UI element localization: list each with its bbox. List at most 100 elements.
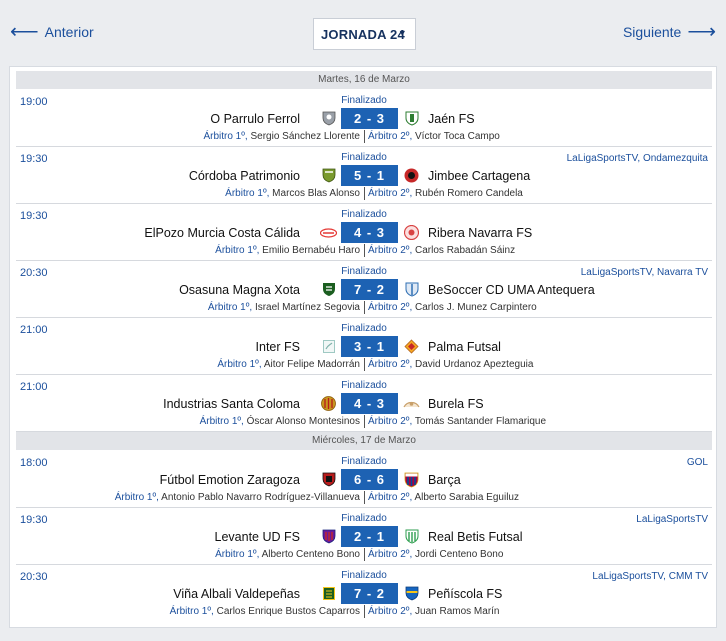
match-row[interactable]: 19:30 Finalizado ElPozo Murcia Costa Cál…	[16, 204, 712, 261]
home-team[interactable]: Fútbol Emotion Zaragoza	[159, 473, 300, 487]
referee-1: Israel Martínez Segovia	[254, 302, 360, 313]
match-row[interactable]: 19:30 Finalizado LaLigaSportsTV, Ondamez…	[16, 147, 712, 204]
arrow-left-icon: ⟵	[10, 21, 39, 43]
match-list: Martes, 16 de Marzo 19:00 Finalizado O P…	[9, 66, 717, 628]
referee-2-role: Árbitro 2º,	[368, 549, 413, 560]
match-time: 19:30	[20, 153, 48, 165]
referee-2-role: Árbitro 2º,	[368, 188, 413, 199]
shield-icon	[320, 167, 337, 184]
referee-2: Juan Ramos Marín	[415, 606, 500, 617]
match-tv: GOL	[686, 457, 708, 468]
match-status: Finalizado	[341, 152, 387, 163]
match-row[interactable]: 19:30 Finalizado LaLigaSportsTV Levante …	[16, 508, 712, 565]
previous-round-label: Anterior	[44, 24, 94, 40]
match-status: Finalizado	[341, 209, 387, 220]
home-team[interactable]: Levante UD FS	[214, 530, 300, 544]
referee-2: Víctor Toca Campo	[415, 131, 500, 142]
referee-1: Marcos Blas Alonso	[272, 188, 360, 199]
referee-1: Aitor Felipe Madorrán	[263, 359, 360, 370]
shield-icon	[403, 110, 420, 127]
referee-2-role: Árbitro 2º,	[368, 416, 413, 427]
match-time: 19:30	[20, 514, 48, 526]
previous-round-link[interactable]: ⟵ Anterior	[10, 21, 94, 43]
ball-icon	[403, 224, 420, 241]
match-time: 21:00	[20, 324, 48, 336]
away-team[interactable]: Peñíscola FS	[428, 587, 503, 601]
away-team[interactable]: Palma Futsal	[428, 340, 501, 354]
match-time: 20:30	[20, 571, 48, 583]
match-tv: LaLigaSportsTV, Navarra TV	[580, 267, 708, 278]
score-box[interactable]: 4 - 3	[341, 222, 398, 243]
shield-icon	[320, 471, 337, 488]
match-time: 21:00	[20, 381, 48, 393]
home-team[interactable]: Viña Albali Valdepeñas	[173, 587, 300, 601]
score-box[interactable]: 3 - 1	[341, 336, 398, 357]
home-team[interactable]: Industrias Santa Coloma	[163, 397, 300, 411]
away-team[interactable]: Barça	[428, 473, 461, 487]
divider	[364, 491, 365, 504]
referee-1-role: Árbitro 1º,	[225, 188, 270, 199]
round-navigation: ⟵ Anterior JORNADA 24 ▼ Siguiente ⟶	[0, 0, 726, 66]
match-status: Finalizado	[341, 266, 387, 277]
referee-2: Carlos Rabadán Sáinz	[415, 245, 516, 256]
referee-1: Óscar Alonso Montesinos	[246, 416, 360, 427]
score-box[interactable]: 4 - 3	[341, 393, 398, 414]
match-row[interactable]: 19:00 Finalizado O Parrulo Ferrol 2 - 3 …	[16, 90, 712, 147]
home-team[interactable]: O Parrulo Ferrol	[210, 112, 300, 126]
diamond-icon	[403, 338, 420, 355]
score-box[interactable]: 7 - 2	[341, 583, 398, 604]
match-tv: LaLigaSportsTV, CMM TV	[592, 571, 708, 582]
day-header: Martes, 16 de Marzo	[16, 71, 712, 89]
match-status: Finalizado	[341, 570, 387, 581]
next-round-link[interactable]: Siguiente ⟶	[623, 22, 716, 42]
caret-down-icon: ▼	[397, 28, 407, 38]
logo-icon	[320, 338, 337, 355]
round-select[interactable]: JORNADA 24 ▼	[313, 18, 416, 50]
referee-2-role: Árbitro 2º,	[368, 245, 413, 256]
referee-1: Antonio Pablo Navarro Rodríguez-Villanue…	[161, 492, 360, 503]
referee-1: Alberto Centeno Bono	[261, 549, 360, 560]
away-team[interactable]: BeSoccer CD UMA Antequera	[428, 283, 595, 297]
home-team[interactable]: Inter FS	[255, 340, 300, 354]
match-row[interactable]: 21:00 Finalizado Inter FS 3 - 1 Palma Fu…	[16, 318, 712, 375]
match-row[interactable]: 20:30 Finalizado LaLigaSportsTV, Navarra…	[16, 261, 712, 318]
referee-2: Carlos J. Munez Carpintero	[415, 302, 537, 313]
score-box[interactable]: 2 - 1	[341, 526, 398, 547]
referee-2: Alberto Sarabia Eguiluz	[414, 492, 519, 503]
divider	[364, 605, 365, 618]
away-team[interactable]: Jimbee Cartagena	[428, 169, 531, 183]
shield-icon	[320, 110, 337, 127]
match-status: Finalizado	[341, 456, 387, 467]
away-team[interactable]: Jaén FS	[428, 112, 475, 126]
match-row[interactable]: 18:00 Finalizado GOL Fútbol Emotion Zara…	[16, 451, 712, 508]
divider	[364, 548, 365, 561]
referee-1: Carlos Enrique Bustos Caparros	[216, 606, 360, 617]
referee-2-role: Árbitro 2º,	[368, 359, 413, 370]
match-row[interactable]: 20:30 Finalizado LaLigaSportsTV, CMM TV …	[16, 565, 712, 622]
home-team[interactable]: ElPozo Murcia Costa Cálida	[144, 226, 300, 240]
score-box[interactable]: 6 - 6	[341, 469, 398, 490]
away-team[interactable]: Real Betis Futsal	[428, 530, 523, 544]
logo-icon	[320, 224, 337, 241]
referee-2: Rubén Romero Candela	[415, 188, 523, 199]
shield-icon	[403, 528, 420, 545]
match-time: 18:00	[20, 457, 48, 469]
home-team[interactable]: Osasuna Magna Xota	[179, 283, 300, 297]
home-team[interactable]: Córdoba Patrimonio	[188, 169, 300, 183]
referee-2: Tomás Santander Flamarique	[414, 416, 547, 427]
referee-1-role: Árbitro 1º,	[199, 416, 244, 427]
match-status: Finalizado	[341, 323, 387, 334]
shield-icon	[320, 585, 337, 602]
score-box[interactable]: 5 - 1	[341, 165, 398, 186]
match-status: Finalizado	[341, 380, 387, 391]
away-team[interactable]: Ribera Navarra FS	[428, 226, 533, 240]
score-box[interactable]: 7 - 2	[341, 279, 398, 300]
match-row[interactable]: 21:00 Finalizado Industrias Santa Coloma…	[16, 375, 712, 432]
match-time: 20:30	[20, 267, 48, 279]
shield-icon	[403, 585, 420, 602]
score-box[interactable]: 2 - 3	[341, 108, 398, 129]
match-status: Finalizado	[341, 513, 387, 524]
away-team[interactable]: Burela FS	[428, 397, 484, 411]
day-header: Miércoles, 17 de Marzo	[16, 432, 712, 450]
divider	[364, 415, 365, 428]
